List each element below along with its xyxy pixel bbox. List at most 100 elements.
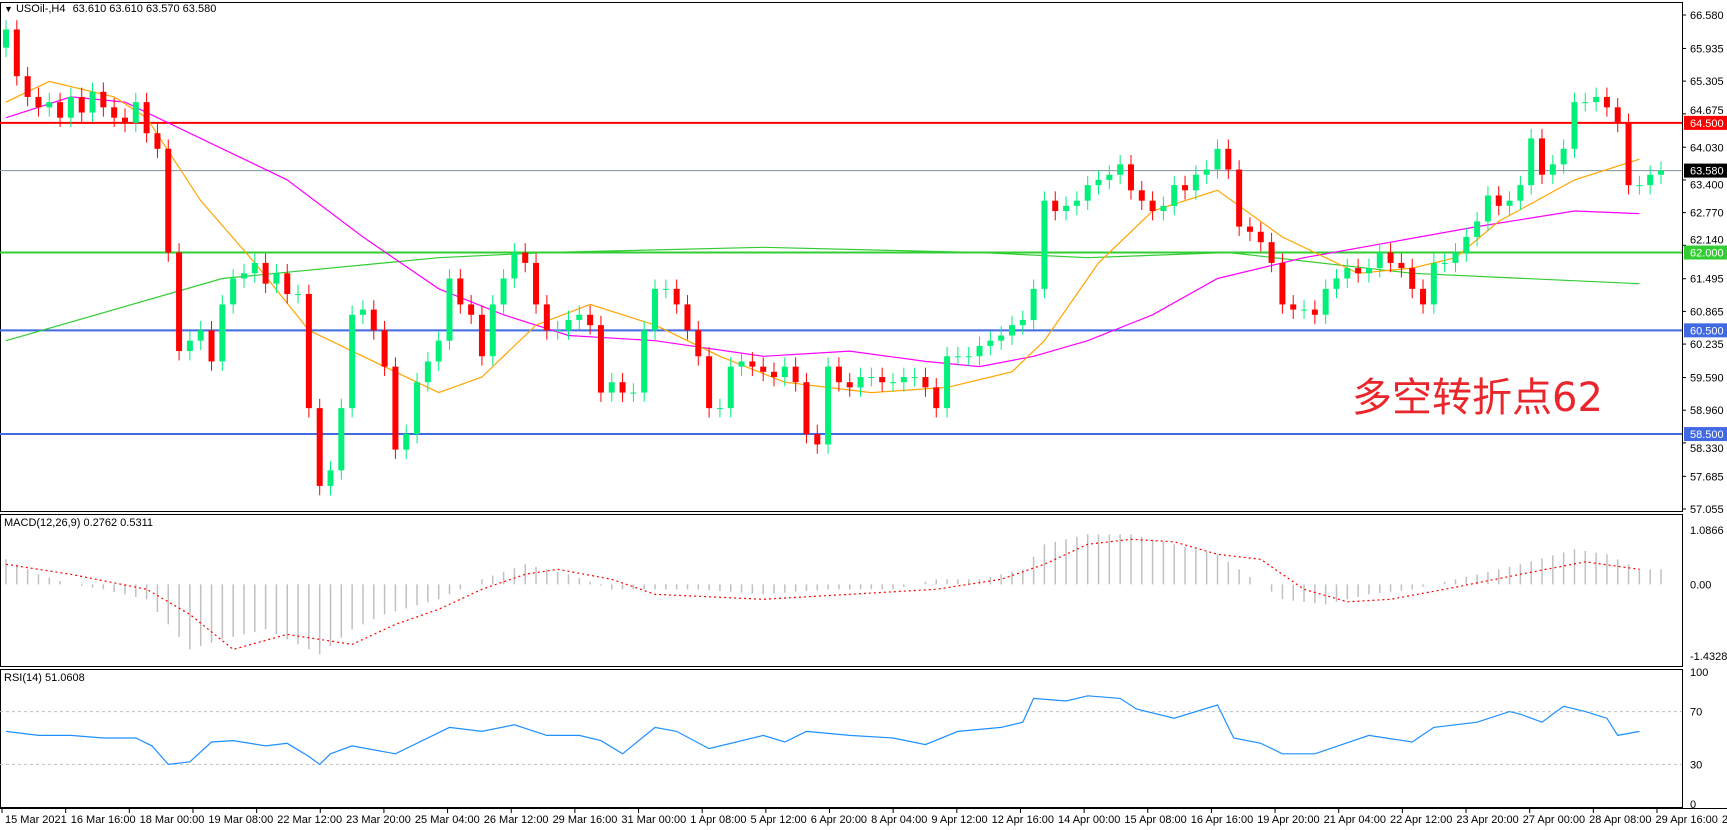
- price-tick-label: 61.495: [1690, 274, 1724, 286]
- candle: [1625, 113, 1632, 195]
- time-tick-label: 16 Apr 16:00: [1191, 814, 1253, 826]
- price-tick-label: 57.685: [1690, 471, 1724, 483]
- candle: [1420, 279, 1427, 314]
- candle-body: [165, 148, 172, 253]
- candle-body: [543, 304, 550, 331]
- candle: [857, 367, 864, 397]
- candle-body: [619, 382, 626, 393]
- candle-body: [1517, 185, 1524, 201]
- candle-body: [803, 382, 810, 435]
- candle-body: [835, 366, 842, 383]
- candle-body: [3, 29, 9, 48]
- candle: [1008, 315, 1015, 345]
- candle-body: [1279, 262, 1286, 305]
- candle: [284, 263, 291, 304]
- ma-mid-line: [5, 96, 1640, 368]
- candle: [695, 320, 702, 366]
- candle-body: [35, 96, 42, 108]
- candle: [1517, 175, 1524, 211]
- candle: [13, 20, 20, 86]
- candle: [230, 269, 237, 314]
- candle: [814, 424, 821, 454]
- candle: [403, 424, 410, 459]
- candle-body: [889, 382, 896, 384]
- candle: [1052, 191, 1059, 221]
- candle: [576, 305, 583, 330]
- candle-body: [825, 366, 832, 445]
- level-badge: [1684, 427, 1727, 442]
- candle-body: [67, 96, 74, 118]
- candle-body: [1127, 164, 1134, 191]
- candle-body: [111, 107, 118, 118]
- time-tick-label: 29 Mar 16:00: [553, 814, 618, 826]
- candle: [1560, 139, 1567, 174]
- candle-body: [1365, 268, 1372, 274]
- macd-tick-label: 0.00: [1690, 579, 1711, 591]
- candle: [1084, 175, 1091, 211]
- candle: [1030, 279, 1037, 330]
- candle: [976, 336, 983, 366]
- time-tick-label: 15 Apr 08:00: [1124, 814, 1186, 826]
- time-tick-label: 14 Apr 00:00: [1058, 814, 1120, 826]
- candle: [100, 82, 107, 117]
- candle-body: [489, 304, 496, 357]
- candle-body: [1160, 205, 1167, 212]
- candle-body: [716, 408, 723, 410]
- candle: [1376, 243, 1383, 278]
- time-tick-label: 9 Apr 12:00: [931, 814, 987, 826]
- candle: [240, 263, 247, 288]
- candle-body: [695, 330, 702, 357]
- time-tick-label: 27 Apr 00:00: [1523, 814, 1585, 826]
- price-tick-label: 64.675: [1690, 105, 1724, 117]
- candle-body: [197, 330, 204, 341]
- candle-body: [533, 262, 540, 305]
- candle: [749, 352, 756, 376]
- candle: [1636, 175, 1643, 195]
- time-tick-label: 22 Mar 12:00: [277, 814, 342, 826]
- candle: [208, 320, 215, 371]
- candle-body: [1192, 174, 1199, 191]
- candle: [1160, 196, 1167, 221]
- candle: [911, 367, 918, 387]
- candle: [1593, 87, 1600, 112]
- time-tick-label: 16 Mar 16:00: [71, 814, 136, 826]
- candle-body: [965, 356, 972, 358]
- rsi-tick-label: 30: [1690, 759, 1702, 771]
- current-price-badge: [1684, 163, 1727, 178]
- time-tick-label: 19 Mar 08:00: [208, 814, 273, 826]
- candle-body: [608, 382, 615, 393]
- triangle-down-icon[interactable]: ▼: [4, 4, 13, 14]
- candle-body: [284, 273, 291, 295]
- candle: [511, 243, 518, 288]
- price-tick-label: 60.865: [1690, 306, 1724, 318]
- candle: [1073, 191, 1080, 216]
- candle-body: [1008, 325, 1015, 336]
- candle: [1257, 222, 1264, 252]
- rsi-tick-label: 0: [1690, 799, 1696, 811]
- candle: [359, 300, 366, 325]
- candle-body: [1095, 179, 1102, 186]
- candle-body: [381, 330, 388, 367]
- price-tick-label: 60.235: [1690, 339, 1724, 351]
- candle-body: [1225, 148, 1232, 170]
- candle-body: [900, 377, 907, 383]
- candle: [1430, 253, 1437, 314]
- candle-body: [403, 434, 410, 450]
- candle-body: [1452, 252, 1459, 263]
- ohlc-readout: 63.610 63.610 63.570 63.580: [72, 3, 217, 15]
- time-tick-label: 21 Apr 04:00: [1324, 814, 1386, 826]
- annotation-text: 多空转折点62: [1352, 375, 1603, 421]
- candle-body: [121, 117, 128, 123]
- candle: [1192, 165, 1199, 200]
- candle-body: [132, 102, 139, 123]
- candle: [684, 295, 691, 340]
- candle-body: [922, 377, 929, 388]
- candle-body: [1625, 122, 1632, 186]
- candle: [273, 263, 280, 293]
- price-tick-label: 66.580: [1690, 10, 1724, 22]
- candle: [111, 97, 118, 128]
- candle-body: [814, 434, 821, 445]
- candle: [1582, 92, 1589, 112]
- candle-body: [414, 382, 421, 435]
